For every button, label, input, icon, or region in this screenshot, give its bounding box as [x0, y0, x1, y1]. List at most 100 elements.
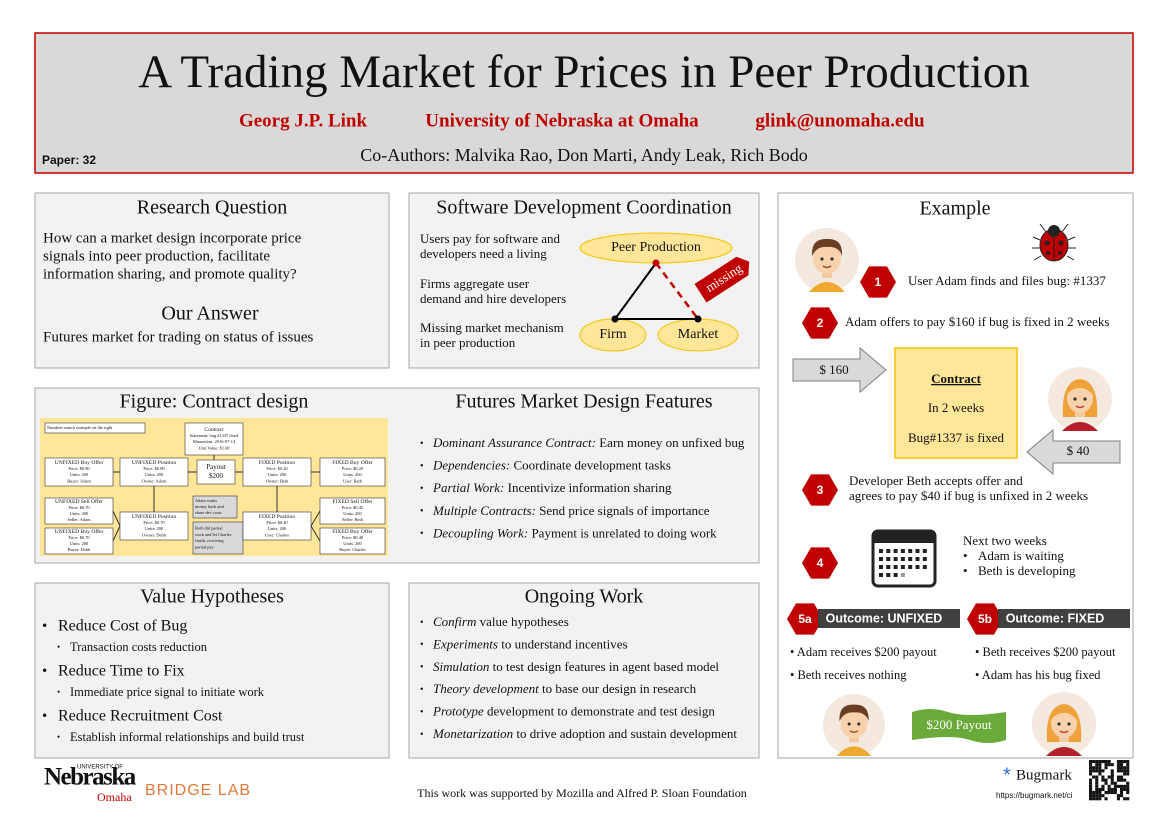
qr-module	[1095, 760, 1099, 764]
qr-module	[1104, 797, 1108, 801]
qr-module	[1110, 769, 1114, 773]
qr-module	[1120, 775, 1124, 779]
figure-box-text: Price: $0.20	[266, 466, 288, 471]
figure-box-text: money back and	[195, 504, 225, 509]
figure-box	[319, 497, 386, 525]
item-term: Prototype	[432, 704, 484, 719]
bullet: •	[420, 438, 424, 449]
qr-module	[1126, 772, 1130, 776]
support: This work was supported by Mozilla and A…	[417, 786, 747, 800]
contract-box	[894, 347, 1018, 459]
item-text: Send price signals of importance	[536, 503, 710, 518]
step-number: 2	[817, 316, 824, 330]
qr-module	[1123, 760, 1127, 764]
bullet: •	[420, 729, 424, 740]
figure-box-text: UNFIXED Position	[132, 514, 176, 520]
calendar-day	[886, 565, 891, 569]
point-line: Firms aggregate user	[420, 276, 530, 291]
item-text: to understand incentives	[498, 636, 628, 651]
figure-box-text: Units: 200	[343, 511, 362, 516]
calendar-day	[893, 549, 898, 553]
qr-code	[1089, 760, 1130, 801]
outcome-banner	[818, 609, 960, 628]
contract-term: In 2 weeks	[928, 400, 984, 415]
qr-module	[1101, 784, 1105, 788]
item-term: Multiple Contracts:	[432, 503, 536, 518]
bullet: •	[420, 617, 424, 628]
qr-module	[1123, 769, 1127, 773]
question-line: How can a market design incorporate pric…	[43, 230, 302, 246]
point-line: developers need a living	[420, 246, 547, 261]
item-text: Incentivize information sharing	[504, 480, 672, 495]
figure-box	[119, 511, 189, 541]
qr-module	[1098, 772, 1102, 776]
email: glink@unomaha.edu	[755, 110, 925, 131]
bullet: •	[963, 548, 968, 563]
figure-box-text: Units: 200	[268, 472, 287, 477]
qr-module	[1126, 766, 1130, 770]
figure-box-text: work and let Charles	[195, 532, 232, 537]
item-term: Dependencies:	[432, 458, 510, 473]
list-item: Decoupling Work: Payment is unrelated to…	[432, 525, 717, 540]
qr-module	[1104, 778, 1108, 782]
figure-box	[319, 527, 386, 555]
bullet: •	[57, 642, 60, 652]
qr-module	[1089, 791, 1093, 795]
ongoing-list: • Confirm value hypotheses • Experiments to…	[420, 614, 737, 741]
qr-module	[1107, 763, 1111, 767]
figure-box	[192, 495, 238, 519]
step-number: 5b	[978, 612, 992, 626]
counter-arrow	[1026, 428, 1121, 476]
panel-title: Value Hypotheses	[140, 586, 284, 608]
offer-amount: $ 160	[819, 362, 848, 377]
qr-module	[1116, 766, 1120, 770]
offer-arrow	[792, 346, 887, 394]
step-hexagon	[802, 474, 838, 506]
qr-module	[1092, 760, 1096, 764]
affiliation: University of Nebraska at Omaha	[425, 110, 699, 131]
item-text: development to demonstrate and test desi…	[484, 704, 716, 719]
qr-module	[1120, 769, 1124, 773]
hypothesis-list: • Reduce Cost of Bug • Transaction costs re…	[42, 618, 305, 744]
item-term: Decoupling Work:	[432, 525, 528, 540]
step-text: agrees to pay $40 if bug is unfixed in 2…	[849, 488, 1088, 503]
qr-module	[1095, 763, 1099, 767]
figure-box-text: Owner: Adam	[142, 478, 167, 483]
node-label: Peer Production	[611, 240, 701, 255]
item-term: Experiments	[432, 636, 498, 651]
figure-box-text: Price: $0.45	[342, 505, 364, 510]
qr-module	[1095, 797, 1099, 801]
qr-module	[1126, 787, 1130, 791]
qr-module	[1126, 763, 1130, 767]
qr-module	[1113, 781, 1117, 785]
qr-module	[1104, 791, 1108, 795]
avatar-adam	[795, 228, 859, 292]
qr-module	[1098, 769, 1102, 773]
qr-module	[1107, 791, 1111, 795]
bullet: •	[420, 529, 424, 540]
qr-module	[1123, 797, 1127, 801]
figure-box-text: FIXED Position	[259, 514, 295, 520]
figure-box-text: FIXED Buy Offer	[332, 528, 373, 535]
ladybug-icon-part	[1044, 240, 1050, 246]
qr-module	[1098, 760, 1102, 764]
calendar-icon	[871, 529, 937, 588]
figure-box-text: Price: $0.80	[68, 466, 90, 471]
hypothesis: Reduce Time to Fix	[58, 663, 185, 680]
qr-module	[1095, 766, 1099, 770]
point-line: Missing market mechanism	[420, 320, 564, 335]
bullet: •	[420, 640, 424, 651]
item-text: Earn money on unfixed bug	[596, 435, 745, 450]
list-item: Dependencies: Coordinate development tas…	[432, 458, 671, 473]
qr-module	[1116, 775, 1120, 779]
paper-number: Paper: 32	[42, 153, 96, 167]
qr-module	[1126, 781, 1130, 785]
calendar-day	[893, 573, 898, 577]
step-number: 4	[817, 556, 824, 570]
question-line: signals into peer production, facilitate	[43, 248, 270, 264]
calendar-day	[915, 565, 920, 569]
step-hexagon	[802, 307, 838, 339]
qr-module	[1104, 760, 1108, 764]
figure-box	[44, 457, 114, 487]
ladybug-icon	[1032, 223, 1076, 262]
